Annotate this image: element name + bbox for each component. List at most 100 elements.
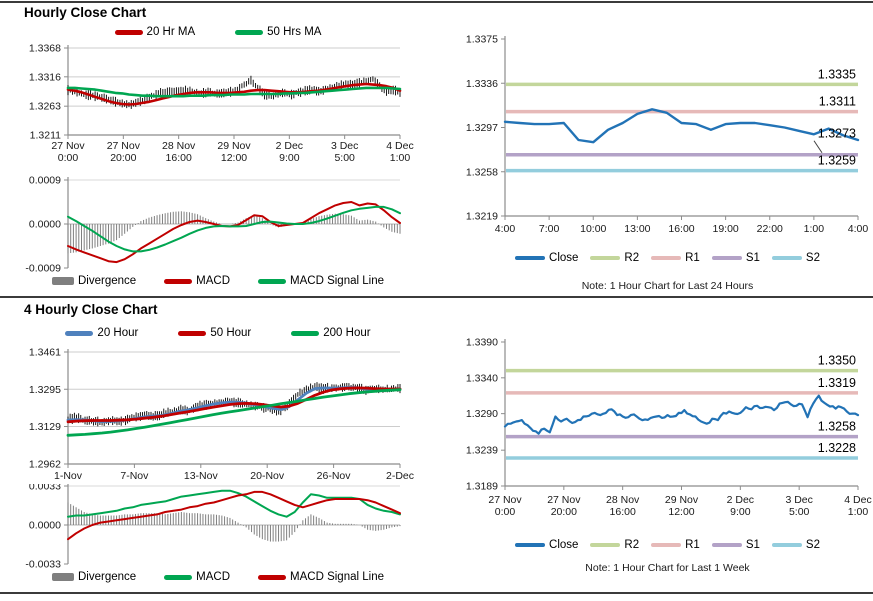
- x-tick-label: 12:00: [221, 152, 247, 164]
- legend-item: 200 Hour: [291, 327, 371, 339]
- bottom-divider: [0, 592, 873, 594]
- close-line: [503, 108, 860, 144]
- legend-label: S2: [805, 252, 820, 264]
- y-tick-label: 1.3290: [466, 408, 498, 420]
- legend-swatch: [515, 543, 546, 547]
- x-tick-label: 29 Nov: [665, 494, 699, 506]
- legend-label: Divergence: [77, 275, 137, 287]
- legend-swatch: [590, 256, 621, 260]
- legend-label: Divergence: [77, 571, 137, 583]
- x-tick-label: 28 Nov: [162, 140, 196, 152]
- y-tick-label: 1.2962: [29, 459, 61, 471]
- y-tick-label: 1.3316: [29, 71, 61, 83]
- y-tick-label: 1.3258: [466, 166, 498, 178]
- legend-label: R2: [624, 539, 640, 551]
- legend-label: Close: [549, 539, 579, 551]
- y-tick-label: 1.3211: [30, 130, 61, 142]
- x-tick-label: 20:00: [551, 506, 577, 518]
- legend-item: S2: [771, 252, 820, 264]
- weekly-pivot-legend: Close R2 R1 S1 S2: [436, 539, 873, 551]
- legend-swatch: [114, 29, 143, 35]
- legend-swatch: [258, 278, 287, 284]
- legend-swatch: [164, 278, 193, 284]
- legend-swatch: [178, 330, 207, 336]
- x-tick-label: 28 Nov: [606, 494, 640, 506]
- y-tick-label: -0.0033: [25, 559, 61, 571]
- r2-value-label: 1.3350: [818, 354, 856, 368]
- x-tick-label: 2-Dec: [386, 470, 414, 482]
- x-tick-label: 13-Nov: [184, 470, 219, 482]
- x-tick-label: 16:00: [668, 223, 694, 235]
- x-tick-label: 5:00: [789, 506, 810, 518]
- legend-item: MACD Signal Line: [258, 571, 384, 583]
- s1-value-label: 1.3273: [818, 127, 856, 141]
- x-tick-label: 13:00: [624, 223, 650, 235]
- macd-signal-line-line: [67, 490, 401, 541]
- y-tick-label: -0.0009: [25, 263, 61, 273]
- hourly-pivot-legend: Close R2 R1 S1 S2: [436, 252, 873, 264]
- y-tick-label: 1.3129: [29, 421, 61, 433]
- legend-swatch: [65, 330, 94, 336]
- x-tick-label: 2 Dec: [727, 494, 754, 506]
- legend-label: R1: [685, 252, 700, 264]
- y-tick-label: 0.0000: [29, 520, 61, 532]
- legend-item: S1: [711, 539, 760, 551]
- legend-item: 50 Hour: [178, 327, 251, 339]
- legend-label: 20 Hour: [97, 327, 139, 339]
- legend-swatch: [651, 256, 682, 260]
- y-tick-label: 1.3239: [466, 445, 498, 457]
- x-tick-label: 19:00: [712, 223, 738, 235]
- y-tick-label: 0.0000: [29, 219, 61, 231]
- legend-item: MACD Signal Line: [258, 275, 384, 287]
- x-tick-label: 4 Dec: [386, 140, 413, 152]
- weekly-pivot-note: Note: 1 Hour Chart for Last 1 Week: [585, 562, 750, 574]
- legend-swatch: [235, 29, 264, 35]
- hourly-macd-legend: Divergence MACD MACD Signal Line: [0, 275, 436, 287]
- legend-label: 50 Hour: [210, 327, 252, 339]
- x-tick-label: 7:00: [539, 223, 560, 235]
- legend-label: MACD: [196, 275, 231, 287]
- legend-item: Close: [515, 252, 578, 264]
- four-hourly-close-chart-title: 4 Hourly Close Chart: [24, 302, 158, 317]
- x-tick-label: 27 Nov: [51, 140, 85, 152]
- x-tick-label: 3 Dec: [331, 140, 358, 152]
- legend-swatch: [51, 573, 74, 581]
- legend-item: R2: [590, 539, 639, 551]
- x-tick-label: 3 Dec: [785, 494, 812, 506]
- legend-label: MACD: [196, 571, 231, 583]
- x-tick-label: 0:00: [495, 506, 516, 518]
- y-tick-label: 0.0033: [29, 484, 61, 493]
- y-tick-label: 1.3189: [466, 481, 498, 493]
- x-tick-label: 9:00: [279, 152, 300, 164]
- legend-label: 50 Hrs MA: [267, 26, 322, 38]
- legend-swatch: [258, 574, 287, 580]
- y-tick-label: 1.3461: [29, 347, 61, 359]
- legend-item: S2: [771, 539, 820, 551]
- x-tick-label: 12:00: [668, 506, 694, 518]
- close-line: [503, 394, 860, 435]
- legend-item: R2: [590, 252, 639, 264]
- s2-value-label: 1.3228: [818, 441, 856, 455]
- macd-line: [67, 489, 401, 518]
- hourly-pivot-note: Note: 1 Hour Chart for Last 24 Hours: [581, 280, 754, 292]
- legend-swatch: [711, 256, 742, 260]
- x-tick-label: 29 Nov: [217, 140, 251, 152]
- legend-item: R1: [651, 252, 700, 264]
- y-tick-label: 1.3336: [466, 78, 498, 90]
- y-tick-label: 1.3295: [29, 384, 61, 396]
- x-tick-label: 27 Nov: [488, 494, 522, 506]
- legend-swatch: [164, 574, 193, 580]
- x-tick-label: 7-Nov: [120, 470, 149, 482]
- hourly-macd-chart-svg: 0.0009 0.0000 -0.0009: [25, 175, 401, 273]
- legend-swatch: [51, 277, 74, 285]
- x-tick-label: 20-Nov: [250, 470, 285, 482]
- legend-item: Divergence: [51, 275, 137, 287]
- y-tick-label: 1.3297: [466, 122, 498, 134]
- x-tick-label: 16:00: [166, 152, 192, 164]
- y-tick-label: 1.3390: [466, 337, 498, 349]
- x-tick-label: 4:00: [495, 223, 516, 235]
